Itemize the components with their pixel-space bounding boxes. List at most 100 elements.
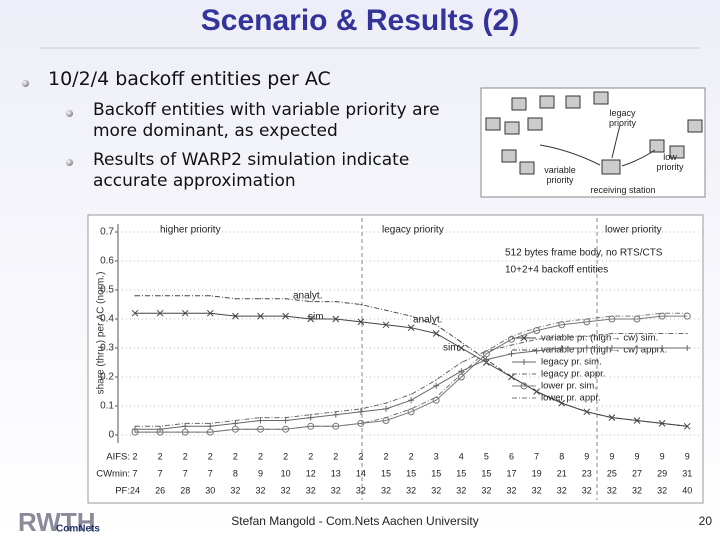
point — [510, 376, 513, 378]
marker — [433, 382, 440, 389]
point — [636, 419, 638, 422]
point — [335, 425, 337, 427]
point — [561, 335, 563, 337]
marker — [520, 382, 528, 390]
param-value: 10 — [281, 468, 291, 478]
sub-bullet: Results of WARP2 simulation indicate acc… — [93, 150, 410, 191]
point — [159, 431, 161, 433]
marker — [483, 356, 490, 363]
marker — [232, 312, 239, 320]
param-value: 27 — [632, 468, 642, 478]
param-value: 40 — [682, 485, 692, 495]
param-value: 7 — [183, 468, 188, 478]
point — [134, 295, 136, 297]
point — [209, 422, 211, 424]
param-value: 32 — [607, 485, 617, 495]
point — [485, 350, 487, 352]
point — [636, 315, 638, 317]
param-value: 2 — [258, 451, 263, 461]
point — [184, 422, 186, 424]
param-value: 31 — [682, 468, 692, 478]
param-value: 32 — [456, 485, 466, 495]
point — [435, 379, 437, 381]
param-value: 14 — [356, 468, 366, 478]
param-value: 2 — [208, 451, 213, 461]
param-value: 7 — [208, 468, 213, 478]
bullet-dot — [66, 110, 73, 117]
diagram-icons — [485, 91, 703, 175]
param-value: 9 — [584, 451, 589, 461]
series-line — [135, 312, 688, 433]
chart: 0 0.1 0.2 0.3 0.4 0.5 0.6 0.7 share (thru.) per … — [96, 218, 700, 500]
marker — [282, 312, 289, 320]
diagram-label: variable priority — [544, 165, 576, 185]
marker — [634, 345, 640, 351]
marker — [232, 420, 239, 427]
marker — [583, 345, 590, 351]
point — [285, 298, 287, 300]
param-value: 15 — [406, 468, 416, 478]
point — [536, 390, 538, 393]
y-axis-label: share (thru.) per AC (norm.) — [96, 272, 107, 395]
slide-title: Scenario & Results (2) — [200, 4, 520, 37]
param-value: 32 — [356, 485, 366, 495]
param-value: 2 — [233, 451, 238, 461]
param-value: 12 — [306, 468, 316, 478]
param-value: 9 — [660, 451, 665, 461]
param-value: 2 — [132, 451, 137, 461]
marker — [608, 345, 615, 351]
param-value: 15 — [381, 468, 391, 478]
point — [335, 411, 337, 413]
param-value: 5 — [484, 451, 489, 461]
param-value: 32 — [557, 485, 567, 495]
param-value: 2 — [383, 451, 388, 461]
marker — [432, 330, 440, 337]
chart-note: 512 bytes frame body, no RTS/CTS — [505, 248, 663, 259]
marker — [307, 315, 315, 323]
point — [360, 408, 362, 410]
diagram-label: legacy priority — [608, 108, 636, 128]
param-value: 32 — [306, 485, 316, 495]
marker — [181, 309, 189, 317]
param-value: 9 — [685, 451, 690, 461]
marker — [282, 417, 289, 424]
point — [184, 295, 186, 297]
point — [435, 324, 437, 326]
point — [335, 301, 337, 303]
point — [285, 428, 287, 430]
point — [285, 417, 287, 419]
point — [686, 312, 688, 314]
y-tick-label: 0.2 — [100, 372, 114, 383]
marker — [558, 345, 565, 351]
point — [385, 309, 387, 311]
param-value: 23 — [582, 468, 592, 478]
point — [611, 417, 613, 419]
param-value: 21 — [557, 468, 567, 478]
param-value: 24 — [130, 485, 140, 495]
param-label: PF: — [115, 486, 130, 497]
marker — [407, 324, 415, 332]
y-tick-label: 0.5 — [100, 285, 114, 296]
point — [611, 332, 613, 335]
point — [310, 425, 312, 427]
param-value: 28 — [180, 485, 190, 495]
legend-label: legacy pr. sim. — [541, 357, 602, 368]
point — [586, 411, 588, 413]
param-value: 32 — [431, 485, 441, 495]
marker — [131, 309, 139, 317]
point — [385, 417, 387, 419]
point — [410, 315, 412, 317]
param-value: 32 — [406, 485, 416, 495]
point — [209, 431, 211, 433]
bullet-dot — [66, 159, 73, 166]
legend-label: variable pr. (high→ cw) sim. — [541, 333, 658, 344]
sub-bullet: Backoff entities with variable priority … — [93, 100, 440, 141]
point — [234, 419, 236, 422]
point — [636, 332, 638, 335]
param-value: 32 — [632, 485, 642, 495]
marker — [182, 423, 189, 430]
page-number: 20 — [699, 514, 713, 528]
point — [510, 335, 513, 337]
